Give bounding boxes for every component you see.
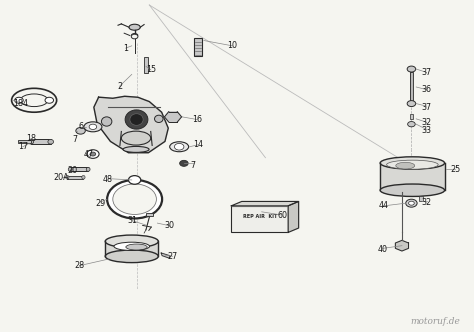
Text: 18: 18: [26, 134, 36, 143]
Ellipse shape: [68, 167, 72, 171]
Text: 6: 6: [78, 122, 83, 131]
Ellipse shape: [82, 175, 85, 179]
Text: 47: 47: [84, 150, 94, 159]
Circle shape: [76, 127, 85, 134]
Polygon shape: [395, 240, 409, 251]
Bar: [419, 196, 423, 201]
Text: 40: 40: [378, 245, 388, 254]
Text: 48: 48: [103, 175, 113, 185]
Bar: [231, 206, 288, 232]
Bar: [144, 57, 148, 73]
Text: 44: 44: [379, 201, 389, 210]
Ellipse shape: [170, 142, 189, 152]
Circle shape: [409, 201, 414, 205]
Text: 7: 7: [73, 135, 77, 144]
Ellipse shape: [84, 122, 102, 132]
Ellipse shape: [105, 235, 158, 248]
Ellipse shape: [387, 160, 438, 169]
Text: REP AIR  KIT: REP AIR KIT: [243, 214, 277, 219]
Circle shape: [407, 66, 416, 72]
Text: 37: 37: [421, 103, 432, 112]
Bar: [146, 213, 153, 216]
Polygon shape: [164, 112, 182, 122]
Bar: [31, 139, 51, 144]
Circle shape: [128, 176, 141, 184]
Text: 60: 60: [277, 210, 288, 220]
Ellipse shape: [48, 139, 54, 144]
Circle shape: [89, 124, 97, 129]
Ellipse shape: [86, 167, 90, 171]
Ellipse shape: [123, 146, 149, 152]
Circle shape: [408, 122, 415, 127]
Text: 28: 28: [74, 261, 85, 270]
Ellipse shape: [130, 114, 143, 125]
Text: 20A: 20A: [54, 173, 69, 183]
Ellipse shape: [121, 131, 151, 145]
Circle shape: [174, 143, 184, 150]
Circle shape: [407, 101, 416, 107]
Text: 20: 20: [67, 166, 77, 175]
Bar: [410, 72, 413, 104]
Circle shape: [180, 160, 188, 166]
Text: 14: 14: [193, 140, 203, 149]
Bar: [18, 140, 31, 143]
Ellipse shape: [396, 162, 415, 169]
Bar: [410, 114, 413, 119]
Polygon shape: [231, 202, 299, 206]
Ellipse shape: [129, 24, 140, 30]
Polygon shape: [380, 163, 445, 190]
Text: 17: 17: [18, 142, 28, 151]
Bar: [70, 167, 88, 171]
Circle shape: [107, 180, 162, 218]
Ellipse shape: [28, 139, 34, 144]
Ellipse shape: [101, 117, 112, 126]
Ellipse shape: [380, 157, 445, 169]
Ellipse shape: [114, 242, 150, 250]
Circle shape: [45, 97, 54, 103]
Text: 1: 1: [123, 43, 128, 53]
Text: motoruf.de: motoruf.de: [411, 317, 461, 326]
Circle shape: [15, 97, 23, 103]
Text: 32: 32: [421, 118, 432, 127]
Text: 25: 25: [450, 165, 460, 174]
Bar: [194, 38, 202, 56]
Circle shape: [131, 34, 138, 39]
Text: 30: 30: [164, 221, 175, 230]
Ellipse shape: [125, 110, 148, 129]
Text: 27: 27: [167, 252, 178, 261]
Text: 29: 29: [95, 199, 106, 208]
Text: 16: 16: [192, 115, 202, 124]
Circle shape: [90, 152, 96, 156]
Ellipse shape: [65, 175, 69, 179]
Text: 36: 36: [421, 85, 432, 94]
Text: 37: 37: [421, 68, 432, 77]
Text: 2: 2: [117, 82, 122, 91]
Text: 10: 10: [227, 41, 237, 50]
Text: 184: 184: [13, 99, 28, 108]
Text: 7: 7: [191, 161, 196, 170]
Circle shape: [87, 150, 99, 158]
Text: 15: 15: [146, 65, 156, 74]
Polygon shape: [288, 202, 299, 232]
Ellipse shape: [126, 244, 147, 250]
Text: 31: 31: [128, 216, 138, 225]
Circle shape: [113, 184, 156, 214]
Bar: [67, 176, 83, 179]
Text: 32: 32: [421, 198, 432, 207]
Ellipse shape: [105, 250, 158, 263]
Ellipse shape: [380, 184, 445, 197]
Text: 33: 33: [421, 126, 432, 135]
Polygon shape: [161, 253, 170, 258]
Polygon shape: [105, 241, 158, 256]
Circle shape: [406, 199, 417, 207]
Polygon shape: [94, 96, 168, 153]
Ellipse shape: [155, 115, 163, 123]
